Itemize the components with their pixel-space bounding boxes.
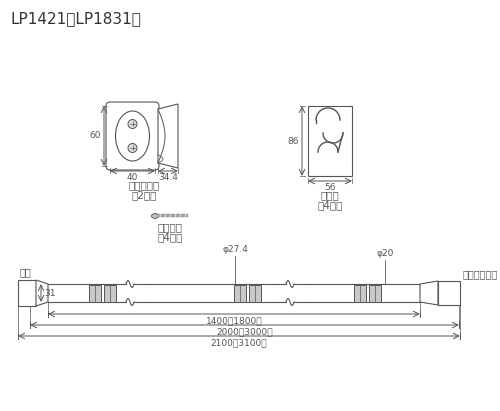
Text: 2100（3100）: 2100（3100） [210, 338, 268, 347]
Bar [18, 280, 36, 306]
Text: φ27.4: φ27.4 [222, 245, 248, 254]
Text: （4個）: （4個） [318, 200, 342, 210]
Ellipse shape [116, 111, 150, 161]
Bar [178, 215, 180, 217]
Bar [249, 284, 261, 302]
Bar [369, 284, 381, 302]
Text: 端部キャップ: 端部キャップ [463, 269, 498, 279]
Polygon shape [420, 281, 438, 305]
FancyBboxPatch shape [106, 102, 159, 170]
Text: 取付ネジ: 取付ネジ [158, 222, 182, 232]
Bar [160, 215, 162, 217]
Text: 40: 40 [127, 173, 138, 182]
Bar [186, 215, 188, 217]
Bar [163, 215, 165, 217]
Text: 86: 86 [288, 136, 299, 145]
Text: 56: 56 [324, 183, 336, 192]
Bar [104, 284, 116, 302]
Bar [89, 284, 101, 302]
Bar [180, 215, 182, 217]
Text: 1400（1800）: 1400（1800） [206, 316, 262, 325]
Bar [354, 284, 366, 302]
Text: 2000（3000）: 2000（3000） [216, 327, 273, 336]
Text: （4個）: （4個） [158, 232, 182, 242]
Text: （2個）: （2個） [132, 190, 156, 200]
Text: 60: 60 [90, 132, 101, 141]
Text: 竿ホルダー: 竿ホルダー [128, 180, 160, 190]
Bar [234, 284, 246, 302]
Bar [438, 281, 460, 305]
Bar [183, 215, 185, 217]
Bar [158, 215, 160, 217]
Bar [168, 215, 170, 217]
Polygon shape [158, 104, 178, 168]
Text: LP1421（LP1831）: LP1421（LP1831） [10, 11, 141, 26]
Bar [173, 215, 175, 217]
Polygon shape [36, 280, 48, 306]
Circle shape [128, 143, 137, 152]
Bar [166, 215, 168, 217]
Text: 本体: 本体 [20, 267, 32, 277]
Ellipse shape [152, 213, 158, 219]
Text: 34.4: 34.4 [158, 173, 178, 182]
Text: 31: 31 [44, 289, 56, 298]
Bar [170, 215, 172, 217]
Bar [308, 106, 352, 176]
Bar [176, 215, 178, 217]
Text: フック: フック [320, 190, 340, 200]
Text: φ20: φ20 [376, 249, 394, 258]
Circle shape [128, 120, 137, 129]
